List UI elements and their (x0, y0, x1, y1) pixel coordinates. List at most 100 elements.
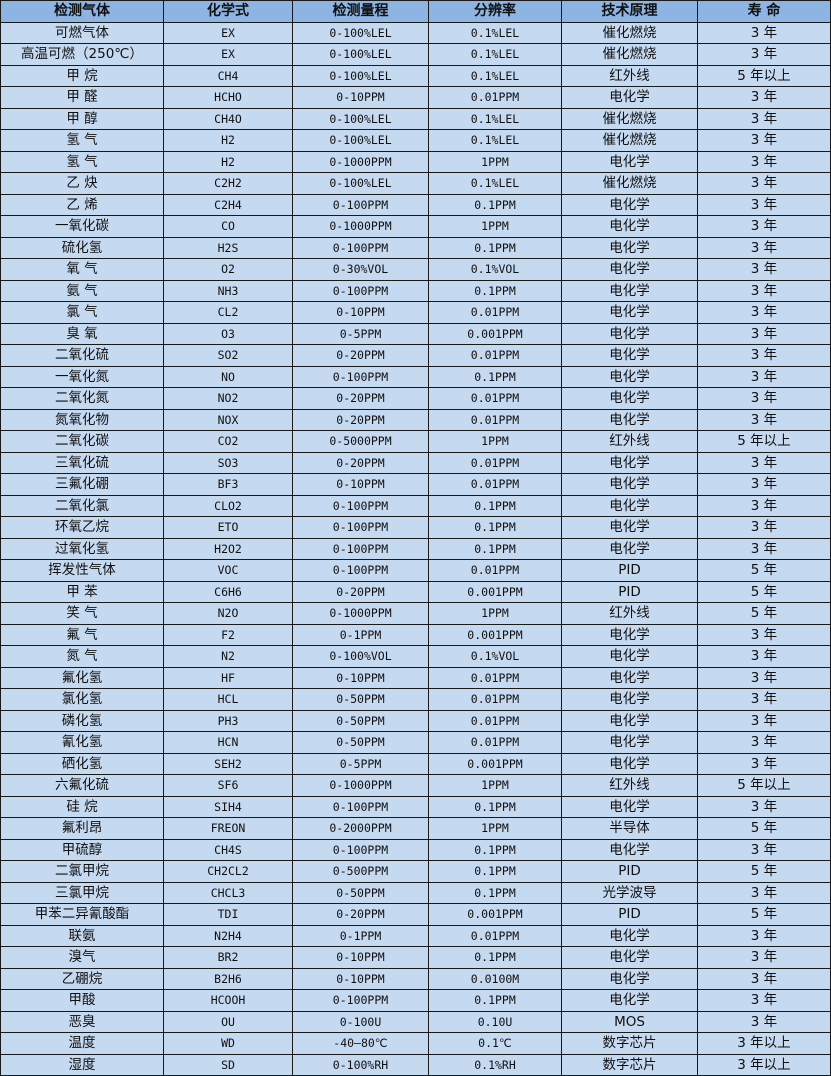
formula-cell: N2 (163, 645, 293, 668)
table-row: 氧 气 O2 0-30%VOL 0.1%VOL 电化学 3 年 (0, 258, 831, 281)
resolution-cell: 0.01PPM (428, 301, 562, 324)
resolution-cell: 0.01PPM (428, 731, 562, 754)
formula-cell: SF6 (163, 774, 293, 797)
principle-cell: 催化燃烧 (561, 172, 698, 195)
gas-name-cell: 高温可燃（250℃） (0, 43, 164, 66)
range-cell: -40—80℃ (292, 1032, 429, 1055)
resolution-cell: 1PPM (428, 774, 562, 797)
resolution-cell: 0.1PPM (428, 193, 562, 216)
gas-name-cell: 可燃气体 (0, 21, 164, 44)
formula-cell: HCL (163, 688, 293, 711)
table-row: 一氧化氮 NO 0-100PPM 0.1PPM 电化学 3 年 (0, 365, 831, 388)
resolution-cell: 0.01PPM (428, 86, 562, 109)
formula-cell: C6H6 (163, 580, 293, 603)
resolution-cell: 0.1PPM (428, 881, 562, 904)
resolution-cell: 0.1%LEL (428, 129, 562, 152)
resolution-cell: 0.1PPM (428, 989, 562, 1012)
range-cell: 0-1PPM (292, 924, 429, 947)
resolution-cell: 0.1PPM (428, 537, 562, 560)
table-row: 磷化氢 PH3 0-50PPM 0.01PPM 电化学 3 年 (0, 709, 831, 732)
lifespan-cell: 3 年 (697, 451, 831, 474)
table-row: 氯化氢 HCL 0-50PPM 0.01PPM 电化学 3 年 (0, 688, 831, 711)
formula-cell: FREON (163, 817, 293, 840)
formula-cell: N2H4 (163, 924, 293, 947)
gas-name-cell: 氢 气 (0, 150, 164, 173)
gas-name-cell: 氢 气 (0, 129, 164, 152)
gas-name-cell: 溴气 (0, 946, 164, 969)
lifespan-cell: 3 年 (697, 279, 831, 302)
gas-name-cell: 臭 氧 (0, 322, 164, 345)
principle-cell: 电化学 (561, 473, 698, 496)
range-cell: 0-100PPM (292, 279, 429, 302)
gas-name-cell: 二氧化氮 (0, 387, 164, 410)
formula-cell: ETO (163, 516, 293, 539)
range-cell: 0-100PPM (292, 365, 429, 388)
principle-cell: 电化学 (561, 86, 698, 109)
table-row: 氰化氢 HCN 0-50PPM 0.01PPM 电化学 3 年 (0, 731, 831, 754)
lifespan-cell: 5 年 (697, 580, 831, 603)
range-cell: 0-100PPM (292, 838, 429, 861)
lifespan-cell: 3 年 (697, 666, 831, 689)
table-row: 六氟化硫 SF6 0-1000PPM 1PPM 红外线 5 年以上 (0, 774, 831, 797)
formula-cell: CHCL3 (163, 881, 293, 904)
range-cell: 0-100PPM (292, 494, 429, 517)
lifespan-cell: 3 年 (697, 322, 831, 345)
resolution-cell: 0.1PPM (428, 860, 562, 883)
formula-cell: NH3 (163, 279, 293, 302)
range-cell: 0-20PPM (292, 387, 429, 410)
formula-cell: CO2 (163, 430, 293, 453)
range-cell: 0-1000PPM (292, 774, 429, 797)
table-row: 氢 气 H2 0-100%LEL 0.1%LEL 催化燃烧 3 年 (0, 129, 831, 152)
lifespan-cell: 3 年 (697, 387, 831, 410)
gas-name-cell: 乙硼烷 (0, 967, 164, 990)
table-row: 高温可燃（250℃） EX 0-100%LEL 0.1%LEL 催化燃烧 3 年 (0, 43, 831, 66)
principle-cell: 电化学 (561, 494, 698, 517)
principle-cell: 电化学 (561, 301, 698, 324)
principle-cell: 电化学 (561, 408, 698, 431)
principle-cell: 电化学 (561, 989, 698, 1012)
gas-name-cell: 挥发性气体 (0, 559, 164, 582)
gas-name-cell: 过氧化氢 (0, 537, 164, 560)
table-row: 甲 烷 CH4 0-100%LEL 0.1%LEL 红外线 5 年以上 (0, 64, 831, 87)
gas-name-cell: 氟 气 (0, 623, 164, 646)
table-row: 硫化氢 H2S 0-100PPM 0.1PPM 电化学 3 年 (0, 236, 831, 259)
resolution-cell: 0.01PPM (428, 709, 562, 732)
resolution-cell: 0.01PPM (428, 924, 562, 947)
principle-cell: 电化学 (561, 193, 698, 216)
resolution-cell: 0.1PPM (428, 236, 562, 259)
resolution-cell: 1PPM (428, 602, 562, 625)
formula-cell: TDI (163, 903, 293, 926)
formula-cell: CLO2 (163, 494, 293, 517)
resolution-cell: 0.1PPM (428, 795, 562, 818)
range-cell: 0-100%LEL (292, 129, 429, 152)
range-cell: 0-100%LEL (292, 43, 429, 66)
table-row: 氢 气 H2 0-1000PPM 1PPM 电化学 3 年 (0, 150, 831, 173)
resolution-cell: 0.0100M (428, 967, 562, 990)
formula-cell: PH3 (163, 709, 293, 732)
table-row: 臭 氧 O3 0-5PPM 0.001PPM 电化学 3 年 (0, 322, 831, 345)
lifespan-cell: 3 年 (697, 408, 831, 431)
range-cell: 0-1000PPM (292, 215, 429, 238)
range-cell: 0-5000PPM (292, 430, 429, 453)
lifespan-cell: 3 年 (697, 1010, 831, 1033)
resolution-cell: 0.001PPM (428, 322, 562, 345)
resolution-cell: 0.001PPM (428, 752, 562, 775)
table-row: 过氧化氢 H2O2 0-100PPM 0.1PPM 电化学 3 年 (0, 537, 831, 560)
gas-name-cell: 联氨 (0, 924, 164, 947)
resolution-cell: 0.10U (428, 1010, 562, 1033)
lifespan-cell: 3 年 (697, 21, 831, 44)
principle-cell: 电化学 (561, 537, 698, 560)
header-principle: 技术原理 (561, 0, 698, 23)
formula-cell: O3 (163, 322, 293, 345)
lifespan-cell: 3 年 (697, 473, 831, 496)
range-cell: 0-100PPM (292, 236, 429, 259)
principle-cell: MOS (561, 1010, 698, 1033)
principle-cell: 电化学 (561, 365, 698, 388)
formula-cell: O2 (163, 258, 293, 281)
range-cell: 0-100%LEL (292, 21, 429, 44)
gas-name-cell: 硒化氢 (0, 752, 164, 775)
principle-cell: 电化学 (561, 258, 698, 281)
formula-cell: VOC (163, 559, 293, 582)
formula-cell: BR2 (163, 946, 293, 969)
formula-cell: H2 (163, 129, 293, 152)
